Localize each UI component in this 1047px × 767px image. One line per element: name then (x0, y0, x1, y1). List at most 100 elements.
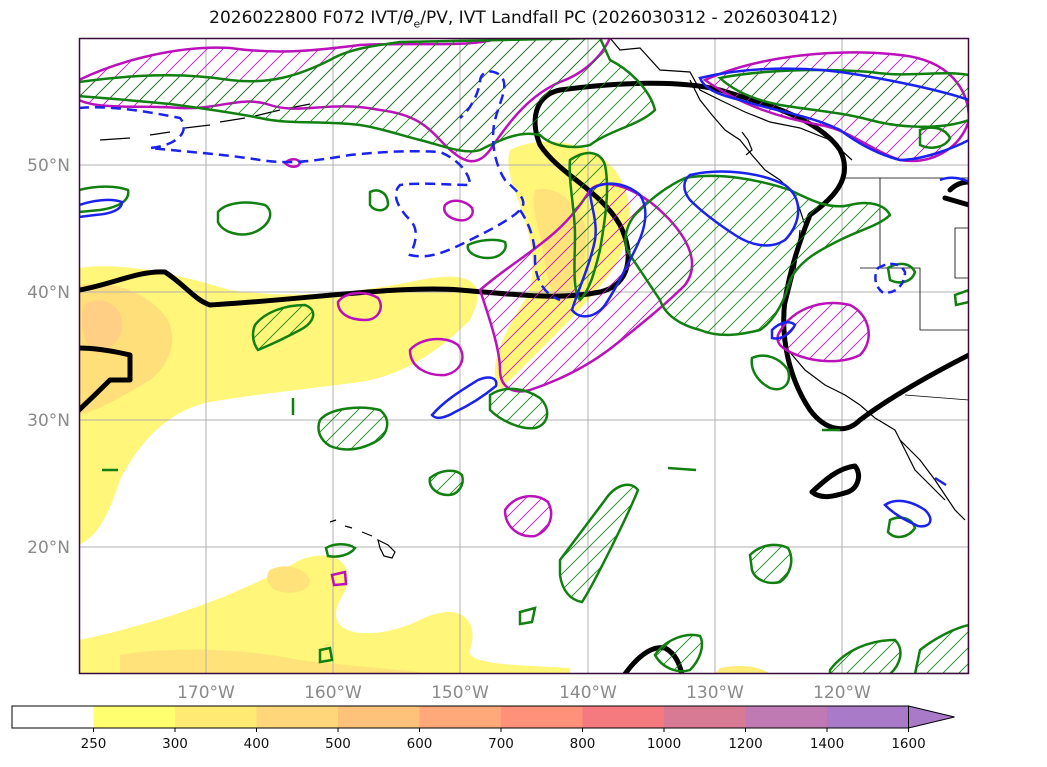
colorbar-outline (11, 705, 909, 729)
magenta-loop-d (283, 158, 302, 168)
lon-label-170w: 170°W (177, 683, 235, 703)
colorbar-extend-arrow (908, 705, 955, 729)
blue-dashed-main (79, 70, 525, 258)
green-mid-b (251, 303, 315, 352)
coast-hawaii (329, 519, 396, 559)
magenta-south-loop (503, 494, 553, 538)
lon-label-130w: 130°W (686, 683, 744, 703)
green-se (828, 638, 902, 674)
colorbar-segment (338, 706, 420, 728)
coastlines (99, 38, 969, 559)
green-north-band (79, 38, 657, 153)
title-theta: θ (403, 8, 414, 28)
coast-baja (899, 439, 966, 521)
black-contour-west-loop (79, 345, 133, 413)
ivt-region-west (79, 266, 478, 545)
green-south-diag (558, 483, 640, 604)
green-loop-6 (324, 543, 357, 558)
colorbar-segment (419, 706, 502, 728)
green-plume-strip (568, 151, 609, 302)
blue-solid-loop-2 (79, 198, 124, 219)
colorbar-label: 250 (81, 736, 107, 752)
colorbar-segment (827, 706, 909, 728)
coast-us-west (781, 229, 946, 501)
colorbar-label: 1200 (728, 736, 762, 752)
map-frame (78, 37, 970, 675)
blue-contour-layer (79, 67, 969, 528)
lon-label-160w: 160°W (304, 683, 362, 703)
green-central (624, 174, 892, 337)
green-loop-14 (667, 466, 697, 472)
colorbar-segment (664, 706, 746, 728)
green-south-c (653, 633, 704, 673)
blue-solid-central (683, 170, 800, 247)
title-prefix: 2026022800 F072 IVT/ (209, 8, 404, 28)
magenta-loop-c (443, 199, 474, 222)
page-title: 2026022800 F072 IVT/θe/PV, IVT Landfall … (0, 8, 1047, 30)
colorbar-label: 1000 (647, 736, 681, 752)
lat-label-30: 30°N (27, 411, 70, 431)
green-loop-1 (216, 201, 272, 236)
lat-label-20: 20°N (27, 538, 70, 558)
lon-label-150w: 150°W (431, 683, 489, 703)
colorbar-segment (93, 706, 176, 728)
colorbar-label: 500 (325, 736, 351, 752)
colorbar-segment (175, 706, 257, 728)
green-south-small (748, 543, 793, 585)
magenta-loop-a (408, 337, 464, 377)
colorbar-label: 700 (488, 736, 514, 752)
blue-dashed-ca (874, 262, 907, 294)
lat-labels: 20°N 30°N 40°N 50°N (27, 156, 70, 558)
green-loop-7 (318, 646, 334, 664)
lon-labels: 170°W 160°W 150°W 140°W 130°W 120°W (177, 683, 871, 703)
ivt-region-small (267, 566, 310, 593)
colorbar-label: 1400 (810, 736, 844, 752)
ivt-region-south (79, 555, 570, 674)
coast-aleutians (99, 103, 311, 141)
green-unhatched (79, 126, 969, 664)
lon-label-140w: 140°W (559, 683, 617, 703)
green-loop-8 (518, 606, 537, 626)
coast-alaska (609, 38, 853, 161)
magenta-loop-b (336, 291, 382, 322)
green-loop-5 (750, 354, 791, 391)
green-loop-3 (368, 189, 390, 212)
green-loop-4 (466, 238, 507, 260)
colorbar-label: 800 (570, 736, 596, 752)
colorbar-segment (582, 706, 665, 728)
colorbar-label: 400 (244, 736, 270, 752)
magenta-ca (776, 301, 870, 363)
colorbar: 250 300 400 500 600 700 800 1000 1200 1400 1600 (11, 705, 955, 752)
map-panel (79, 38, 969, 674)
blue-solid-loop-1 (430, 376, 498, 420)
black-contour-small (809, 463, 861, 500)
magenta-loop-e (330, 570, 348, 587)
blue-small-bc (939, 176, 969, 184)
lat-label-50: 50°N (27, 156, 70, 176)
green-mid-a (317, 406, 389, 451)
green-loop-11 (953, 288, 969, 307)
border-us-mexico (904, 394, 969, 401)
title-theta-subscript: e (413, 17, 421, 31)
colorbar-segment (12, 706, 94, 728)
colorbar-label: 300 (162, 736, 188, 752)
blue-solid-north (698, 67, 969, 162)
coast-haida-gwaii (741, 131, 753, 156)
ivt-region-west-peak (82, 300, 123, 351)
green-loop-9 (918, 126, 952, 149)
magenta-unhatched (283, 158, 474, 587)
green-mid-d (428, 469, 464, 497)
colorbar-segment (501, 706, 583, 728)
colorbar-segment (256, 706, 339, 728)
green-loop-2 (79, 185, 130, 214)
green-se-b (913, 623, 969, 674)
lon-label-120w: 120°W (813, 683, 871, 703)
ivt-region-south-core (120, 649, 420, 674)
blue-solid-loop-3 (883, 499, 932, 528)
colorbar-segment (745, 706, 828, 728)
blue-solid-plume (570, 182, 647, 318)
title-suffix: /PV, IVT Landfall PC (2026030312 - 20260… (420, 8, 838, 28)
colorbar-label: 600 (407, 736, 433, 752)
blue-solid-loop-4 (770, 321, 797, 340)
